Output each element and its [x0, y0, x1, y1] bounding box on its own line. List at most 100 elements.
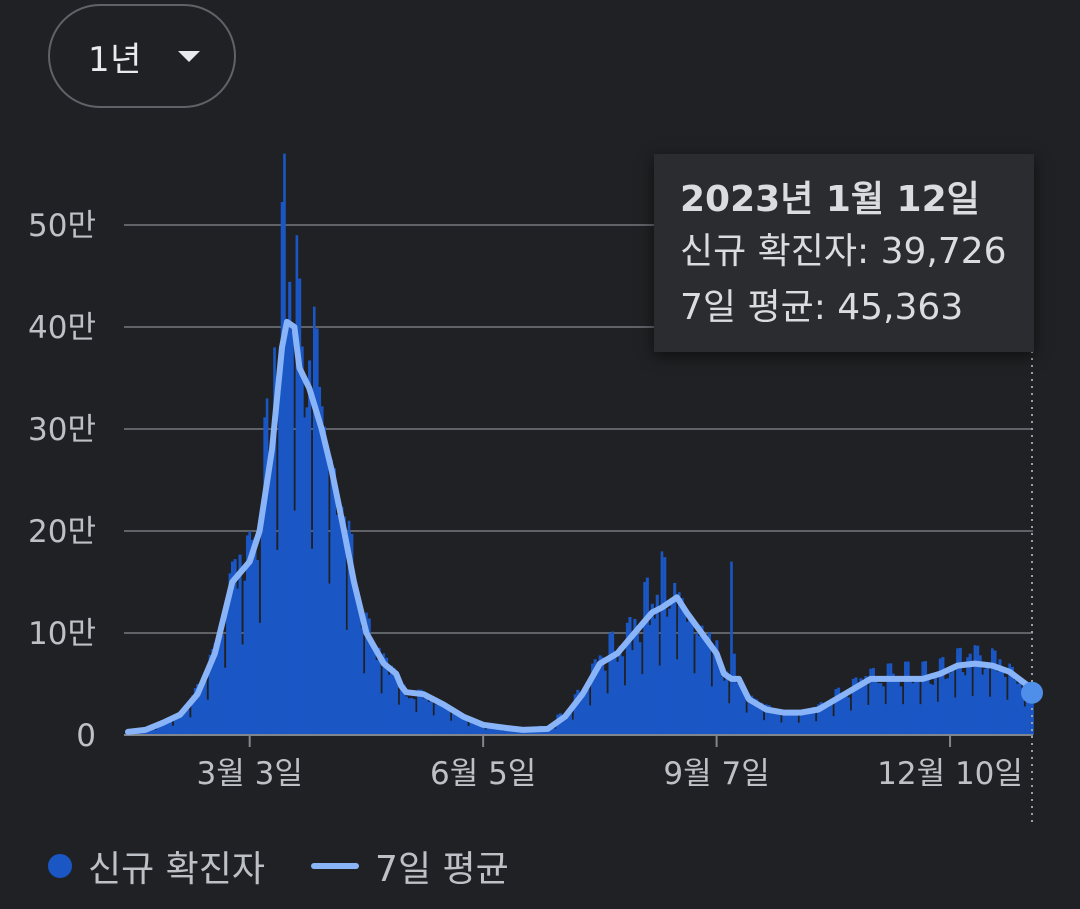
- new-cases-bar: [206, 699, 210, 735]
- new-cases-bar: [886, 663, 890, 735]
- new-cases-bar: [784, 709, 788, 735]
- new-cases-bar: [452, 712, 455, 735]
- new-cases-bar: [976, 645, 980, 735]
- new-cases-bar: [414, 712, 418, 735]
- legend-label-new-cases: 신규 확진자: [88, 849, 266, 890]
- new-cases-bar: [769, 712, 774, 735]
- new-cases-bar: [988, 696, 992, 735]
- new-cases-bar: [377, 647, 381, 735]
- new-cases-bar: [844, 694, 848, 735]
- legend-item-seven-day-average[interactable]: 7일 평균: [311, 840, 509, 892]
- new-cases-bar: [337, 513, 341, 735]
- new-cases-bar: [402, 684, 406, 735]
- new-cases-bar: [854, 677, 858, 735]
- new-cases-bar: [486, 725, 490, 735]
- new-cases-bar: [827, 707, 831, 735]
- new-cases-bar: [355, 588, 359, 735]
- new-cases-bar: [300, 346, 304, 735]
- new-cases-bar: [755, 699, 759, 735]
- new-cases-bar: [894, 676, 898, 735]
- new-cases-bar: [727, 703, 731, 735]
- new-cases-bar: [779, 722, 784, 735]
- new-cases-bar: [168, 720, 173, 735]
- new-cases-bar: [921, 661, 925, 735]
- new-cases-bar: [394, 670, 399, 735]
- new-cases-bar: [238, 554, 242, 735]
- new-cases-bar: [548, 726, 553, 735]
- new-cases-bar: [740, 688, 744, 735]
- new-cases-bar: [1008, 663, 1011, 735]
- new-cases-bar: [678, 592, 681, 735]
- new-cases-bar: [568, 709, 572, 735]
- new-cases-bar: [573, 694, 577, 735]
- new-cases-bar: [198, 687, 202, 735]
- new-cases-bar: [757, 706, 761, 735]
- new-cases-bar: [928, 683, 933, 735]
- new-cases-bar: [625, 622, 629, 735]
- new-cases-bar: [856, 682, 860, 735]
- new-cases-bar: [884, 704, 888, 735]
- new-cases-bar: [933, 675, 937, 735]
- new-cases-bar: [149, 728, 153, 735]
- new-cases-bar: [501, 730, 505, 735]
- new-cases-bar: [941, 657, 945, 735]
- x-tick-label: 6월 5일: [430, 756, 536, 792]
- new-cases-bar: [871, 667, 875, 735]
- new-cases-bar: [789, 714, 793, 735]
- new-cases-bar: [330, 459, 333, 735]
- new-cases-bar: [889, 663, 893, 735]
- new-cases-bar: [700, 625, 704, 735]
- new-cases-bar: [417, 694, 420, 735]
- new-cases-bar: [424, 695, 428, 735]
- new-cases-bar: [211, 649, 215, 735]
- new-cases-bar: [611, 631, 615, 735]
- new-cases-bar: [476, 721, 481, 735]
- new-cases-bar: [208, 654, 212, 735]
- new-cases-bar: [1005, 699, 1010, 735]
- new-cases-bar: [846, 697, 851, 735]
- new-cases-bar: [685, 621, 689, 735]
- new-cases-bar: [814, 721, 818, 735]
- new-cases-bar: [586, 687, 590, 735]
- new-cases-bar: [166, 719, 170, 735]
- new-cases-bar: [807, 713, 811, 735]
- new-cases-bar: [911, 683, 915, 735]
- new-cases-bar: [228, 573, 232, 735]
- new-cases-bar: [650, 603, 654, 735]
- new-cases-bar: [479, 724, 483, 735]
- new-cases-bar: [931, 684, 935, 735]
- new-cases-bar: [375, 659, 379, 735]
- new-cases-bar: [864, 676, 868, 735]
- time-range-dropdown[interactable]: 1년: [48, 4, 236, 108]
- new-cases-bar: [154, 729, 158, 735]
- new-cases-bar: [630, 650, 634, 735]
- new-cases-bar: [983, 668, 987, 735]
- new-cases-bar: [797, 722, 801, 735]
- seven-day-average-line: [125, 318, 1035, 735]
- x-tick-label: 12월 10일: [877, 756, 1023, 792]
- legend-item-new-cases[interactable]: 신규 확진자: [48, 840, 265, 892]
- new-cases-bar: [951, 669, 955, 735]
- new-cases-bar: [675, 659, 679, 735]
- new-cases-bar: [777, 711, 781, 735]
- new-cases-bar: [598, 655, 602, 735]
- new-cases-bar: [909, 682, 913, 735]
- new-cases-bar: [543, 729, 548, 735]
- new-cases-bar: [213, 643, 217, 735]
- new-cases-bar: [596, 669, 600, 735]
- new-cases-bar: [454, 711, 458, 735]
- new-cases-bar: [715, 640, 719, 735]
- y-tick-label: 0: [76, 718, 96, 754]
- new-cases-bar: [484, 729, 488, 735]
- new-cases-bar: [325, 444, 329, 735]
- new-cases-bar: [457, 716, 461, 735]
- new-cases-bar: [1020, 688, 1024, 735]
- new-cases-bar: [449, 720, 453, 735]
- new-cases-bar: [665, 616, 669, 735]
- new-cases-bar: [695, 633, 699, 735]
- new-cases-bar: [203, 680, 207, 735]
- new-cases-bar: [690, 619, 694, 735]
- new-cases-bar: [236, 588, 240, 735]
